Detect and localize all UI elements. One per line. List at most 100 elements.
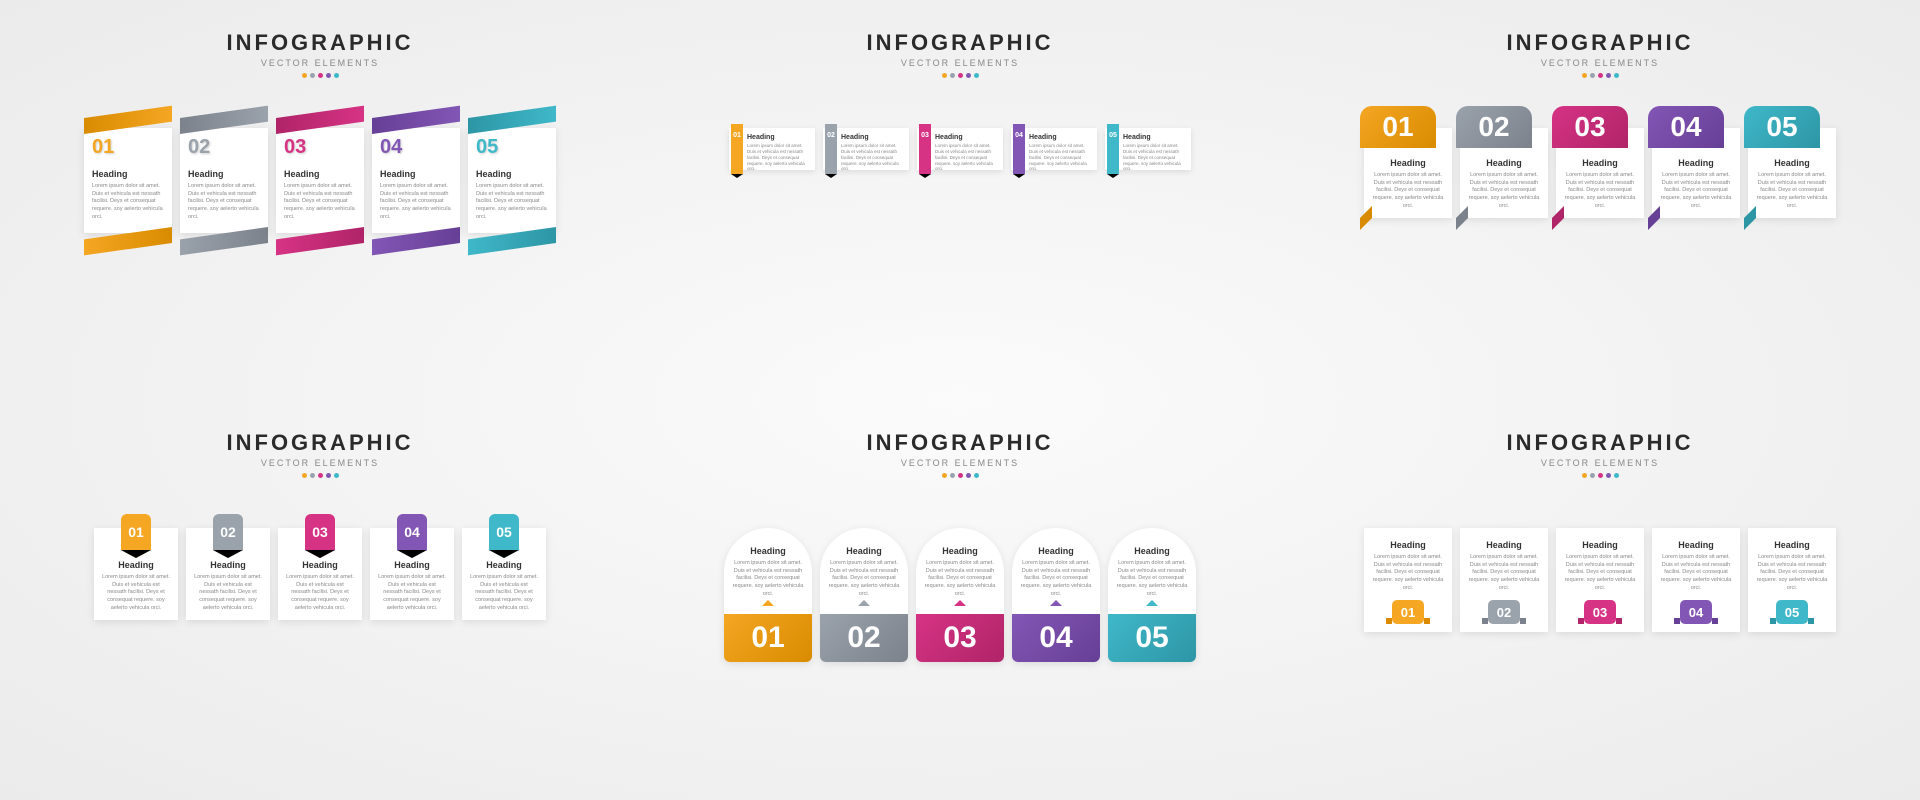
header-dots <box>1507 473 1694 478</box>
step-number: 03 <box>284 136 356 159</box>
dot-icon <box>950 73 955 78</box>
card-accent-top <box>180 106 268 134</box>
dot-icon <box>310 73 315 78</box>
triangle-icon <box>1146 600 1158 606</box>
step-body: Lorem ipsum dolor sit amet. Duis et vehi… <box>102 574 170 612</box>
dot-icon <box>942 473 947 478</box>
corner-accent <box>1456 206 1468 230</box>
number-tab: 05 <box>1744 106 1820 148</box>
step-number: 02 <box>1497 605 1511 620</box>
step-number: 05 <box>476 136 548 159</box>
step-card: 03 Heading Lorem ipsum dolor sit amet. D… <box>278 528 362 620</box>
dot-icon <box>950 473 955 478</box>
step-heading: Heading <box>1660 158 1732 168</box>
ribbon-icon: .v2-rib-4::after{border-top-color:#2d96a… <box>1107 124 1119 174</box>
step-number: 02 <box>827 132 835 139</box>
step-heading: Heading <box>1372 540 1444 550</box>
dot-icon <box>974 73 979 78</box>
card-accent-bottom <box>276 227 364 255</box>
step-body: Lorem ipsum dolor sit amet. Duis et vehi… <box>1029 143 1091 172</box>
step-number: 05 <box>496 524 512 540</box>
step-card: Heading Lorem ipsum dolor sit amet. Duis… <box>1012 528 1100 662</box>
step-heading: Heading <box>188 169 260 179</box>
step-body: Lorem ipsum dolor sit amet. Duis et vehi… <box>828 560 900 598</box>
step-heading: Heading <box>747 134 809 141</box>
step-number: 04 <box>1689 605 1703 620</box>
step-number: 04 <box>1039 621 1072 655</box>
number-tab: 03 <box>1584 600 1616 624</box>
step-body: Lorem ipsum dolor sit amet. Duis et vehi… <box>1660 172 1732 210</box>
ribbon-icon: .v2-rib-2::after{border-top-color:#b0246… <box>919 124 931 174</box>
step-body: Lorem ipsum dolor sit amet. Duis et vehi… <box>1468 554 1540 592</box>
step-number: 05 <box>1109 132 1117 139</box>
dot-icon <box>1614 73 1619 78</box>
card-accent-bottom <box>84 227 172 255</box>
step-heading: Heading <box>828 546 900 556</box>
dot-icon <box>302 73 307 78</box>
infographic-variant-2: INFOGRAPHIC VECTOR ELEMENTS .v2-rib-0::a… <box>640 0 1280 400</box>
step-heading: Heading <box>102 560 170 570</box>
infographic-variant-4: INFOGRAPHIC VECTOR ELEMENTS 01 Heading L… <box>0 400 640 800</box>
step-heading: Heading <box>1564 158 1636 168</box>
triangle-icon <box>762 600 774 606</box>
step-card: Heading Lorem ipsum dolor sit amet. Duis… <box>916 528 1004 662</box>
header-subtitle: VECTOR ELEMENTS <box>227 58 414 68</box>
card-accent-top <box>276 106 364 134</box>
step-number: 04 <box>1015 132 1023 139</box>
ribbon-icon: .v2-rib-0::after{border-top-color:#d98b0… <box>731 124 743 174</box>
infographic-header: INFOGRAPHIC VECTOR ELEMENTS <box>867 30 1054 78</box>
step-card: .v2-rib-3::after{border-top-color:#663f9… <box>1011 128 1097 170</box>
header-dots <box>867 473 1054 478</box>
step-card: 04 Heading Lorem ipsum dolor sit amet. D… <box>372 128 460 233</box>
card-accent-top <box>468 106 556 134</box>
dot-icon <box>1590 73 1595 78</box>
step-card: 01 Heading Lorem ipsum dolor sit amet. D… <box>84 128 172 233</box>
dot-icon <box>1582 473 1587 478</box>
dot-icon <box>302 473 307 478</box>
step-number: 05 <box>1785 605 1799 620</box>
step-heading: Heading <box>1123 134 1185 141</box>
step-body: Lorem ipsum dolor sit amet. Duis et vehi… <box>1756 554 1828 592</box>
step-number: 02 <box>220 524 236 540</box>
step-number: 01 <box>1382 111 1413 143</box>
header-dots <box>227 473 414 478</box>
step-number: 01 <box>92 136 164 159</box>
step-card: 04 Heading Lorem ipsum dolor sit amet. D… <box>1652 128 1740 218</box>
variant-arch-row: Heading Lorem ipsum dolor sit amet. Duis… <box>724 528 1196 662</box>
step-body: Lorem ipsum dolor sit amet. Duis et vehi… <box>470 574 538 612</box>
step-heading: Heading <box>732 546 804 556</box>
step-number: 01 <box>751 621 784 655</box>
step-number: 01 <box>128 524 144 540</box>
infographic-header: INFOGRAPHIC VECTOR ELEMENTS <box>1507 430 1694 478</box>
step-body: Lorem ipsum dolor sit amet. Duis et vehi… <box>286 574 354 612</box>
infographic-header: INFOGRAPHIC VECTOR ELEMENTS <box>227 430 414 478</box>
step-card: .v2-rib-2::after{border-top-color:#b0246… <box>917 128 1003 170</box>
step-body: Lorem ipsum dolor sit amet. Duis et vehi… <box>935 143 997 172</box>
step-number: 03 <box>1574 111 1605 143</box>
number-box: 03 <box>916 614 1004 662</box>
variant-ribbon-row: .v2-rib-0::after{border-top-color:#d98b0… <box>729 128 1191 170</box>
step-body: Lorem ipsum dolor sit amet. Duis et vehi… <box>476 183 548 221</box>
step-card: 03 Heading Lorem ipsum dolor sit amet. D… <box>1556 128 1644 218</box>
wing-right-icon <box>1616 618 1622 624</box>
step-body: Lorem ipsum dolor sit amet. Duis et vehi… <box>92 183 164 221</box>
step-body: Lorem ipsum dolor sit amet. Duis et vehi… <box>732 560 804 598</box>
dot-icon <box>1606 73 1611 78</box>
dot-icon <box>318 473 323 478</box>
step-card: Heading Lorem ipsum dolor sit amet. Duis… <box>1108 528 1196 662</box>
header-title: INFOGRAPHIC <box>1507 30 1694 56</box>
step-card: Heading Lorem ipsum dolor sit amet. Duis… <box>1364 528 1452 632</box>
step-number: 01 <box>1401 605 1415 620</box>
number-box: 02 <box>820 614 908 662</box>
number-tab: 04 <box>1680 600 1712 624</box>
step-card: 02 Heading Lorem ipsum dolor sit amet. D… <box>186 528 270 620</box>
step-number: 03 <box>943 621 976 655</box>
step-card: Heading Lorem ipsum dolor sit amet. Duis… <box>1556 528 1644 632</box>
card-accent-bottom <box>468 227 556 255</box>
step-number: 04 <box>380 136 452 159</box>
dot-icon <box>1598 73 1603 78</box>
step-heading: Heading <box>470 560 538 570</box>
corner-accent <box>1552 206 1564 230</box>
step-body: Lorem ipsum dolor sit amet. Duis et vehi… <box>188 183 260 221</box>
wing-left-icon <box>1770 618 1776 624</box>
